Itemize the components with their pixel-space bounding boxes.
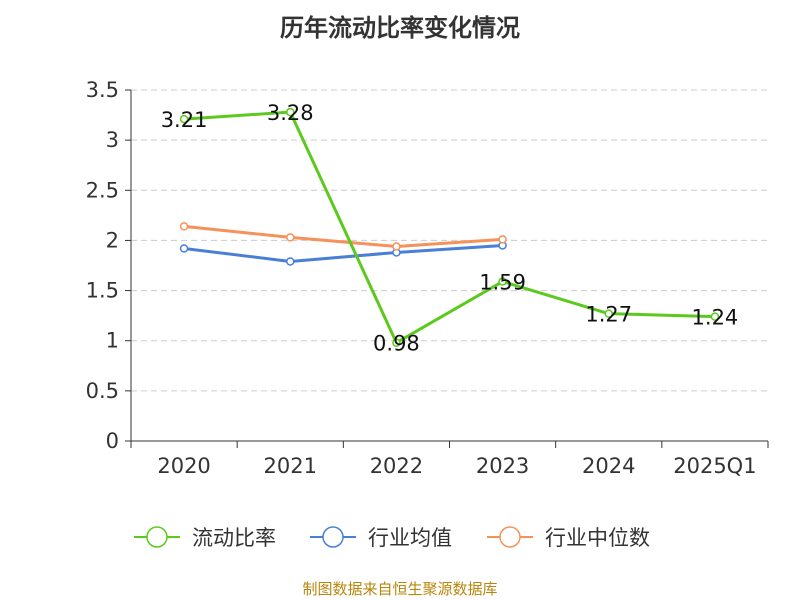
data-point	[286, 233, 295, 242]
axes	[130, 90, 768, 442]
series-line	[183, 224, 503, 248]
legend-label: 行业均值	[368, 526, 452, 550]
x-tick-label: 2021	[264, 454, 317, 478]
legend-marker	[322, 526, 344, 548]
y-tick-label: 0.5	[86, 379, 119, 403]
data-point	[286, 257, 295, 266]
data-label: 3.21	[161, 108, 208, 132]
y-tick-label: 2.5	[86, 178, 119, 202]
legend: 流动比率 行业均值 行业中位数	[134, 526, 650, 550]
x-tick-label: 2022	[370, 454, 423, 478]
data-label: 1.24	[692, 306, 739, 330]
y-tick-label: 1.5	[86, 279, 119, 303]
data-point	[498, 235, 507, 244]
legend-marker	[499, 526, 521, 548]
legend-marker	[146, 526, 168, 548]
y-tick-label: 3	[106, 128, 119, 152]
data-label: 0.98	[373, 332, 420, 356]
x-tick-label: 2020	[157, 454, 210, 478]
data-point	[179, 222, 189, 231]
data-point	[498, 277, 507, 286]
legend-label: 流动比率	[192, 526, 276, 550]
y-tick-label: 3.5	[86, 78, 119, 102]
series-line	[183, 110, 715, 345]
data-labels: 3.21 3.28 0.98 1.59 1.27 1.24	[161, 101, 739, 356]
x-tick-label: 2025Q1	[673, 454, 756, 478]
data-point	[604, 309, 613, 318]
data-point	[392, 242, 401, 251]
y-axis-ticks: 0 0.5 1 1.5 2 2.5 3 3.5	[86, 78, 131, 453]
y-tick-label: 1	[106, 329, 119, 353]
chart-title: 历年流动比率变化情况	[280, 14, 520, 42]
data-point	[392, 338, 401, 347]
grid-lines	[131, 89, 768, 392]
series-group	[179, 107, 720, 347]
data-label: 1.27	[585, 303, 632, 327]
data-label: 1.59	[479, 271, 526, 295]
data-point	[179, 244, 189, 253]
data-point	[286, 107, 295, 117]
x-tick-label: 2023	[476, 454, 529, 478]
data-point	[179, 114, 189, 124]
series-line	[183, 243, 503, 263]
source-note: 制图数据来自恒生聚源数据库	[302, 580, 498, 598]
y-tick-label: 2	[106, 228, 119, 252]
x-tick-label: 2024	[582, 454, 635, 478]
data-point	[710, 312, 720, 321]
data-label: 3.28	[267, 101, 314, 125]
legend-label: 行业中位数	[545, 526, 650, 550]
x-axis-ticks: 2020 2021 2022 2023 2024 2025Q1	[130, 441, 769, 478]
y-tick-label: 0	[106, 429, 119, 453]
